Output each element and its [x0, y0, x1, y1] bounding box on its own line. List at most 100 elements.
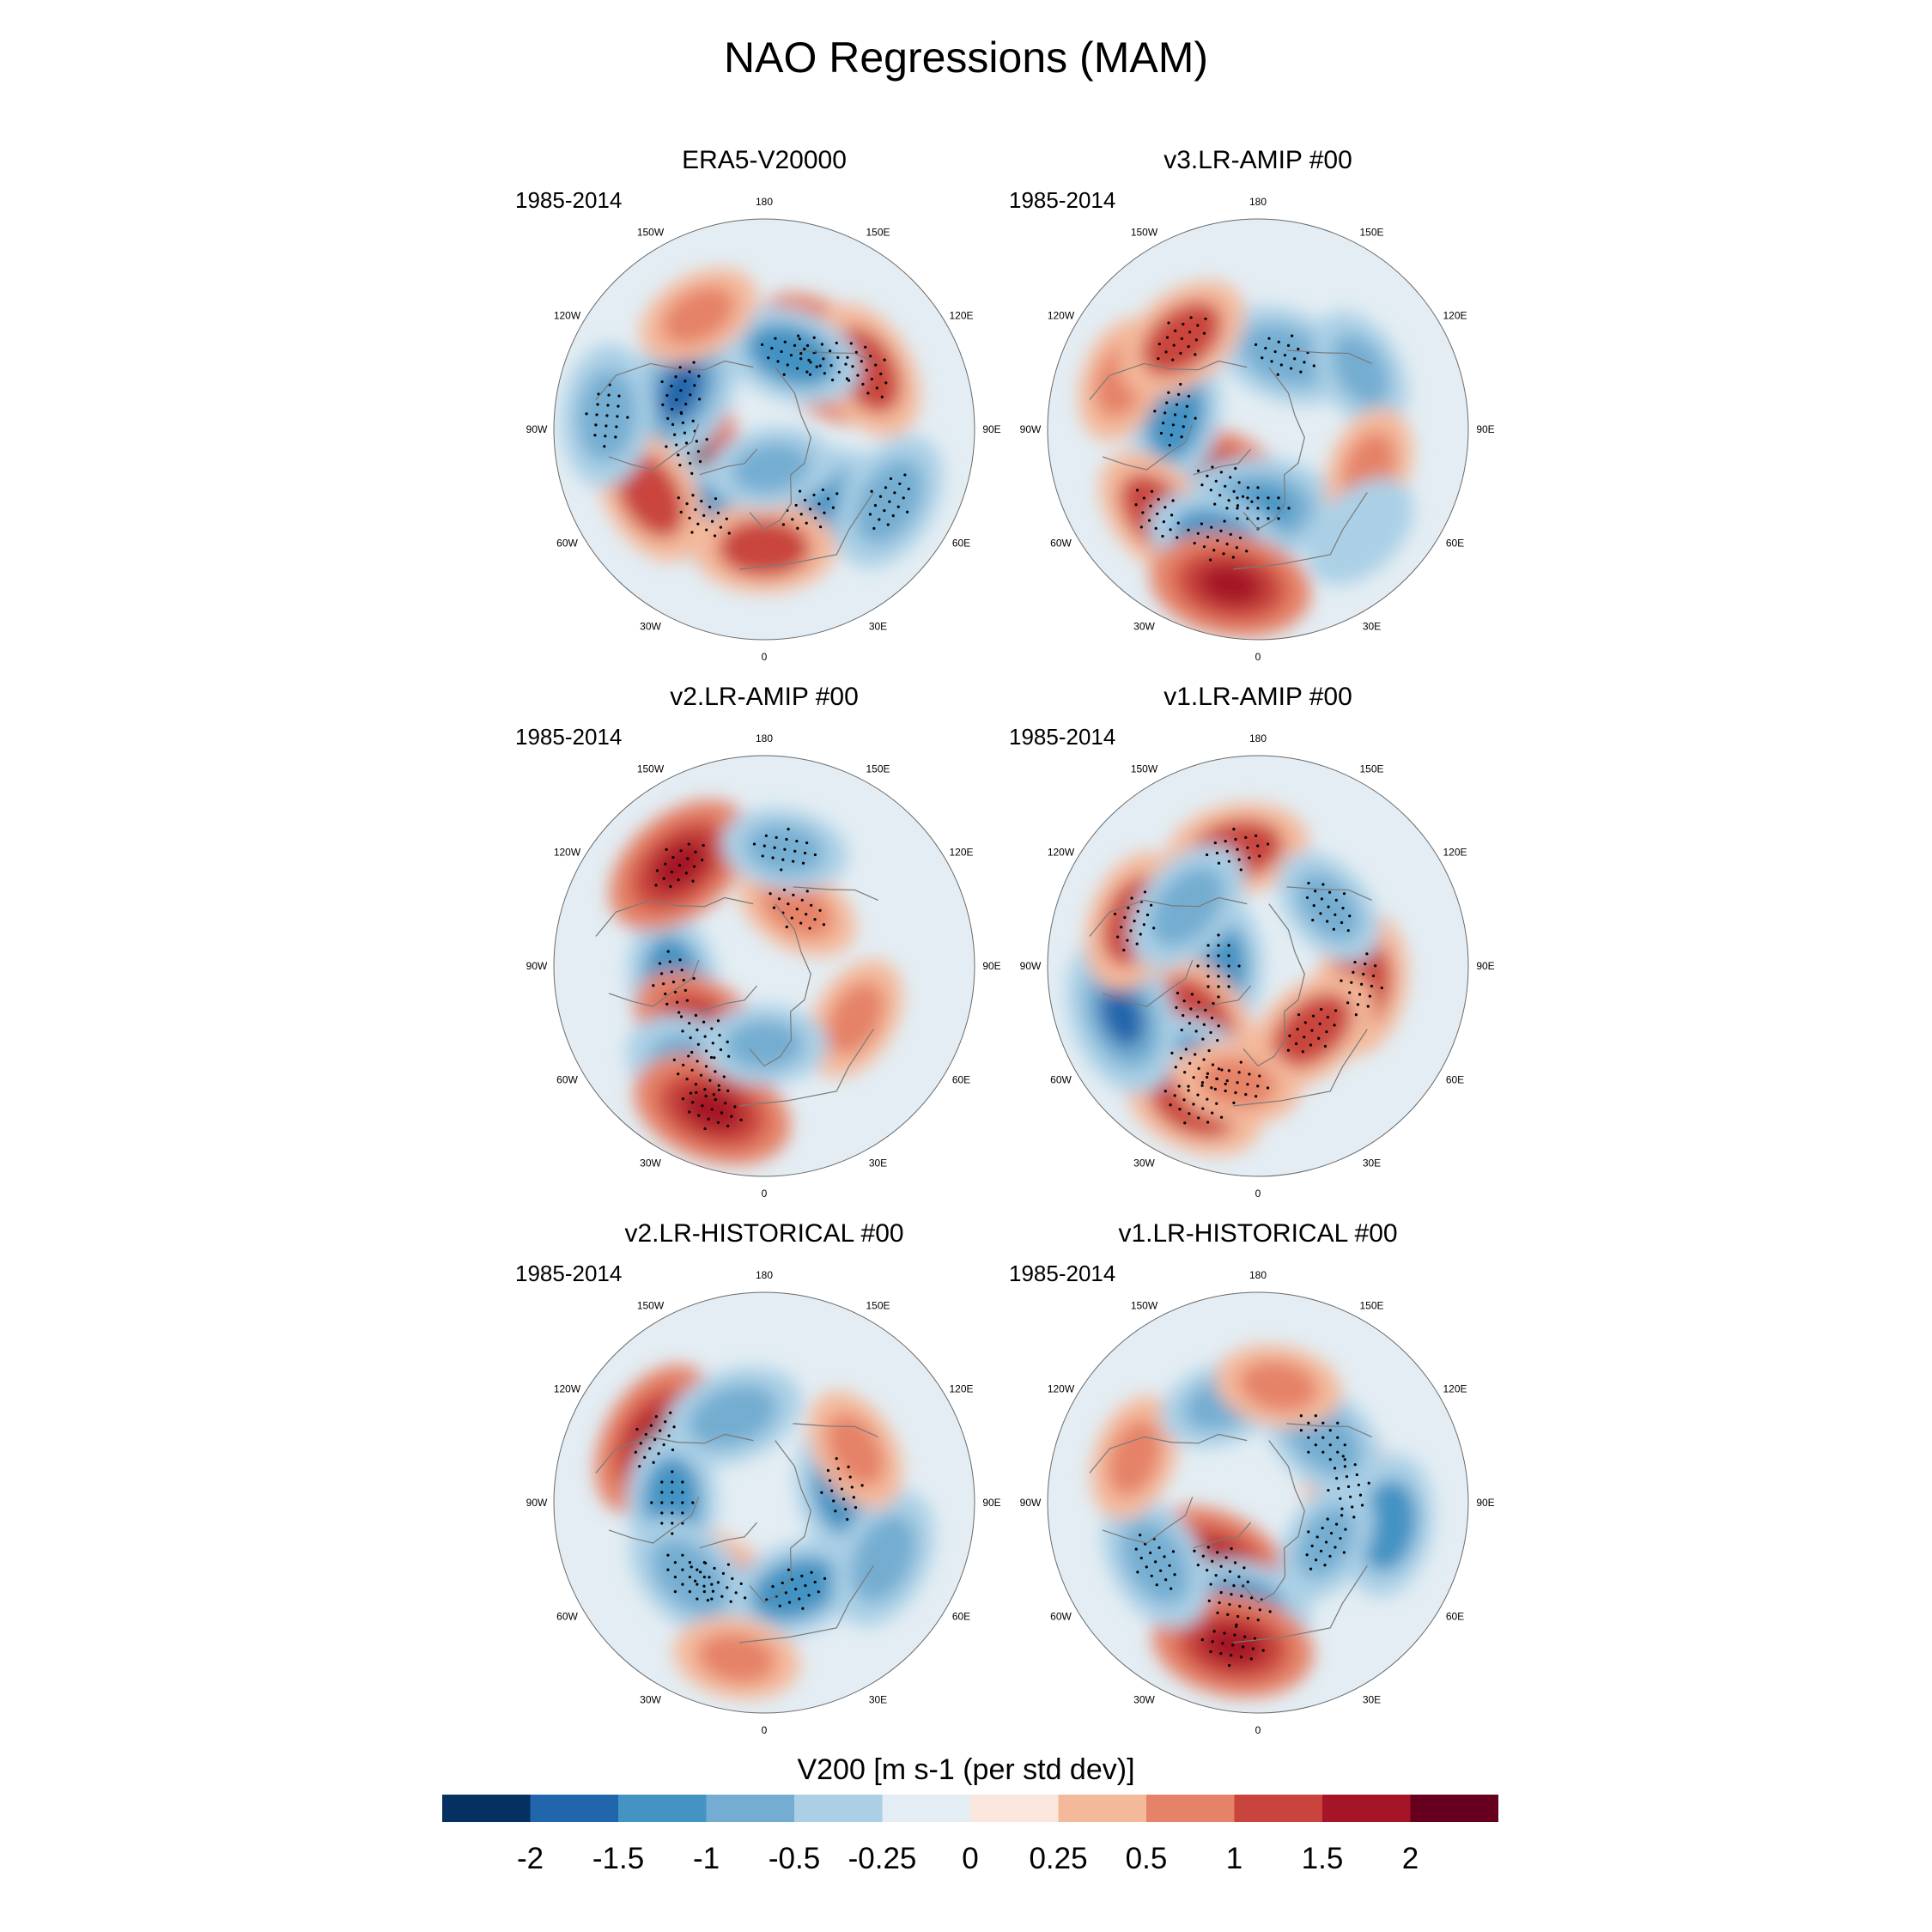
significance-dot	[1206, 1569, 1209, 1572]
significance-dot	[1178, 1108, 1182, 1111]
significance-dot	[683, 380, 687, 383]
significance-dot	[787, 1601, 792, 1604]
significance-dot	[1243, 1635, 1247, 1638]
significance-dot	[1236, 848, 1239, 851]
significance-dot	[1212, 549, 1216, 552]
significance-dot	[846, 355, 849, 359]
significance-dot	[844, 1508, 848, 1511]
significance-dot	[889, 477, 893, 481]
significance-dot	[820, 1491, 823, 1494]
significance-dot	[878, 518, 881, 521]
longitude-label: 150W	[637, 227, 665, 239]
significance-dot	[1256, 517, 1260, 520]
significance-dot	[1264, 346, 1267, 350]
significance-dot	[1230, 1593, 1233, 1596]
significance-dot	[813, 1580, 817, 1584]
significance-dot	[775, 835, 778, 839]
significance-dot	[1283, 354, 1287, 357]
significance-dot	[847, 379, 851, 382]
significance-dot	[883, 358, 886, 361]
longitude-label: 0	[1255, 1188, 1261, 1200]
significance-dot	[1157, 343, 1161, 346]
significance-dot	[696, 1060, 699, 1063]
longitude-label: 60E	[952, 1611, 970, 1623]
significance-dot	[1380, 986, 1383, 990]
significance-dot	[1183, 1121, 1187, 1125]
significance-dot	[813, 853, 817, 857]
significance-dot	[803, 851, 807, 855]
significance-dot	[644, 1432, 647, 1437]
longitude-label: 120W	[1048, 310, 1075, 322]
significance-dot	[684, 872, 688, 875]
significance-dot	[1370, 984, 1374, 987]
significance-dot	[1346, 1001, 1350, 1005]
significance-dot	[692, 976, 696, 981]
significance-dot	[1217, 975, 1220, 978]
map-panel: v1.LR-HISTORICAL #00 1985-2014 180 150E 120E…	[1009, 1219, 1507, 1736]
significance-dot	[689, 1036, 692, 1040]
longitude-label: 120E	[949, 310, 973, 322]
significance-dot	[1219, 529, 1223, 532]
significance-dot	[705, 528, 708, 532]
significance-dot	[1307, 881, 1310, 885]
significance-dot	[1340, 979, 1343, 982]
significance-dot	[1182, 425, 1185, 428]
significance-dot	[1120, 926, 1123, 929]
significance-dot	[679, 510, 683, 514]
significance-dot	[1334, 1546, 1337, 1549]
longitude-label: 60W	[556, 1611, 578, 1623]
colorbar-title: V200 [m s-1 (per std dev)]	[797, 1753, 1135, 1786]
significance-dot	[689, 461, 692, 465]
significance-dot	[883, 509, 886, 513]
significance-dot	[1145, 1565, 1148, 1569]
significance-dot	[1209, 489, 1212, 492]
significance-dot	[1341, 906, 1345, 910]
significance-dot	[879, 372, 883, 376]
longitude-label: 150W	[1131, 227, 1158, 239]
significance-dot	[1315, 1535, 1319, 1539]
longitude-label: 90E	[982, 423, 1000, 435]
significance-dot	[683, 988, 687, 992]
significance-dot	[823, 511, 826, 514]
significance-dot	[783, 340, 787, 343]
significance-dot	[1307, 1450, 1310, 1454]
significance-dot	[1175, 1005, 1178, 1009]
longitude-label: 60W	[556, 1074, 578, 1086]
longitude-label: 30W	[640, 1157, 661, 1169]
significance-dot	[1174, 329, 1177, 332]
significance-dot	[1170, 1587, 1173, 1590]
longitude-label: 150W	[1131, 763, 1158, 775]
significance-dot	[679, 411, 683, 416]
significance-dot	[682, 978, 685, 982]
significance-dot	[593, 434, 597, 437]
significance-dot	[1227, 954, 1230, 957]
longitude-label: 150E	[1359, 763, 1383, 775]
significance-dot	[660, 1522, 664, 1525]
significance-dot	[1256, 1619, 1260, 1622]
significance-dot	[1213, 841, 1217, 845]
significance-dot	[1334, 913, 1337, 916]
significance-dot	[695, 1091, 698, 1095]
significance-dot	[667, 1434, 671, 1437]
significance-dot	[671, 407, 674, 411]
significance-dot	[898, 482, 902, 486]
significance-dot	[791, 518, 794, 521]
significance-dot	[828, 1479, 832, 1482]
coastline	[1242, 903, 1305, 1067]
significance-dot	[1179, 382, 1182, 386]
significance-dot	[713, 1056, 716, 1060]
colorbar-swatch	[794, 1795, 883, 1822]
colorbar-swatch	[1058, 1795, 1146, 1822]
coastline	[595, 1433, 754, 1473]
significance-dot	[1200, 1081, 1205, 1084]
longitude-label: 90W	[526, 423, 548, 435]
colorbar-tick-label: 0.5	[1126, 1842, 1168, 1875]
significance-dot	[720, 1595, 724, 1598]
significance-dot	[1336, 1450, 1340, 1454]
significance-dot	[1136, 909, 1139, 913]
significance-dot	[711, 1042, 714, 1045]
significance-dot	[1179, 351, 1182, 355]
coastline	[1233, 1029, 1368, 1107]
significance-dot	[1211, 1559, 1214, 1563]
significance-dot	[671, 1501, 674, 1504]
